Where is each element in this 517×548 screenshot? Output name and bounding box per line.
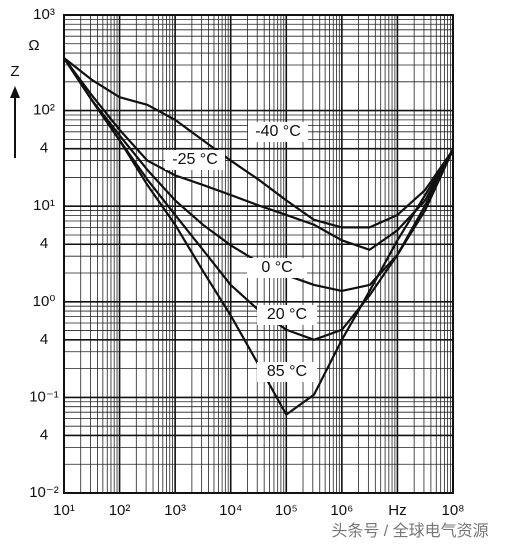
curve-label: 85 °C: [267, 363, 307, 380]
curve-label-bg: [257, 362, 317, 382]
x-tick-label: 10²: [109, 502, 131, 519]
y-tick-label: 4: [40, 140, 48, 157]
curve-label: 20 °C: [267, 306, 307, 323]
y-axis-unit: Ω: [28, 37, 39, 54]
y-axis-arrowhead: [10, 86, 20, 98]
curve-label-bg: [257, 305, 317, 325]
curve-label: 0 °C: [261, 259, 292, 276]
x-tick-label: 10³: [164, 502, 186, 519]
y-tick-label: 4: [40, 235, 48, 252]
curve: [63, 57, 454, 229]
y-axis-label: Z: [10, 63, 19, 80]
y-tick-label: 10⁻¹: [29, 388, 59, 405]
y-tick-label: 10¹: [33, 197, 55, 214]
curve-label: -25 °C: [172, 151, 218, 168]
y-tick-label: 4: [40, 426, 48, 443]
x-tick-label: 10⁴: [219, 502, 242, 519]
curve-label: -40 °C: [255, 123, 301, 140]
y-tick-label: 4: [40, 331, 48, 348]
y-tick-label: 10⁻²: [29, 484, 59, 501]
curve-label-bg: [248, 122, 308, 142]
curve: [63, 57, 454, 251]
y-tick-label: 10³: [33, 6, 55, 23]
curve-label-bg: [165, 150, 225, 170]
x-tick-label: 10⁸: [441, 502, 464, 519]
x-tick-label: 10⁶: [330, 502, 353, 519]
y-tick-label: 10⁰: [33, 293, 56, 310]
x-tick-label: 10⁵: [275, 502, 298, 519]
y-tick-label: 10²: [33, 102, 55, 119]
plot-frame: [63, 14, 454, 494]
x-tick-label: Hz: [388, 502, 406, 519]
curve-label-bg: [247, 258, 307, 278]
x-tick-label: 10¹: [53, 502, 75, 519]
watermark: 头条号 / 全球电气资源: [331, 522, 488, 540]
